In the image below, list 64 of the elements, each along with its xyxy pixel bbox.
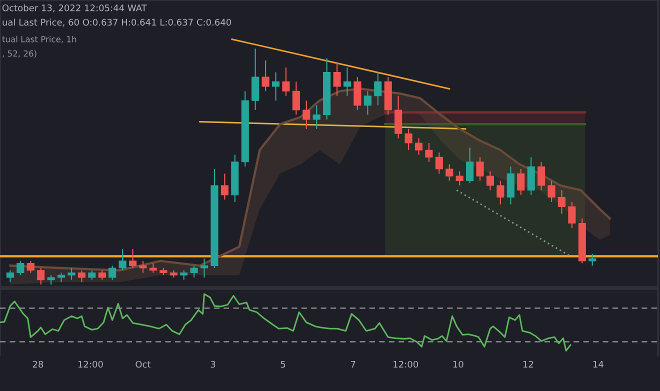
candlestick bbox=[414, 138, 423, 156]
candlestick bbox=[47, 274, 55, 286]
candlestick bbox=[292, 81, 300, 116]
candlestick bbox=[354, 76, 362, 111]
candlestick bbox=[333, 62, 341, 96]
candlestick bbox=[252, 48, 260, 111]
candlestick bbox=[78, 270, 86, 283]
x-tick-label: Oct bbox=[136, 360, 151, 368]
candlestick bbox=[139, 260, 147, 274]
candlestick bbox=[312, 104, 320, 130]
candlestick bbox=[128, 248, 137, 269]
x-tick-label: 12:00 bbox=[394, 360, 418, 368]
candlestick bbox=[200, 258, 208, 278]
candlestick bbox=[68, 267, 76, 280]
x-tick-label: 28 bbox=[32, 360, 44, 368]
annotation: , 52, 26) bbox=[2, 50, 36, 58]
x-tick-label: 14 bbox=[593, 360, 604, 368]
candlestick bbox=[435, 152, 443, 174]
candlestick bbox=[404, 128, 412, 151]
candlestick bbox=[108, 265, 116, 280]
x-tick-label: 3 bbox=[210, 360, 216, 368]
chart-title: October 13, 2022 12:05:44 WAT bbox=[2, 4, 147, 12]
candlestick bbox=[496, 180, 504, 205]
x-tick-label: 10 bbox=[453, 360, 464, 368]
candlestick bbox=[26, 260, 34, 274]
candlestick bbox=[568, 201, 576, 228]
candlestick bbox=[394, 95, 402, 139]
candlestick bbox=[466, 147, 474, 184]
candlestick bbox=[57, 272, 66, 283]
candlestick bbox=[364, 90, 372, 116]
candlestick bbox=[548, 180, 556, 203]
candlestick bbox=[282, 66, 290, 96]
candlestick bbox=[506, 166, 514, 205]
candlestick bbox=[98, 270, 106, 280]
x-tick-label: 5 bbox=[280, 360, 286, 368]
candlestick bbox=[446, 164, 454, 182]
candlestick bbox=[16, 260, 24, 276]
candlestick bbox=[374, 72, 382, 106]
candlestick bbox=[425, 142, 433, 162]
candlestick bbox=[180, 270, 188, 280]
candlestick bbox=[527, 156, 535, 196]
candlestick bbox=[558, 190, 566, 214]
candlestick bbox=[262, 60, 270, 92]
candlestick bbox=[118, 248, 126, 271]
candlestick bbox=[190, 265, 198, 278]
candlestick bbox=[37, 267, 45, 286]
text: tual Last Price, 1h bbox=[2, 36, 76, 44]
candlestick bbox=[88, 270, 96, 280]
candlestick bbox=[486, 170, 494, 191]
candlestick bbox=[538, 161, 546, 191]
x-tick-label: 12 bbox=[523, 360, 534, 368]
candlestick bbox=[272, 72, 280, 102]
candlestick bbox=[149, 262, 157, 274]
x-tick-label: 12:00 bbox=[78, 360, 103, 368]
candlestick bbox=[302, 100, 310, 130]
x-tick-label: 7 bbox=[350, 360, 356, 368]
candlestick bbox=[343, 66, 352, 96]
candlestick bbox=[517, 168, 525, 196]
candlestick bbox=[456, 170, 464, 186]
candlestick bbox=[6, 270, 14, 283]
candlestick bbox=[588, 253, 596, 266]
candlestick bbox=[220, 173, 228, 200]
chart-subtitle: ual Last Price, 60 O:0.637 H:0.641 L:0.637 C:0.640 bbox=[2, 18, 232, 27]
candlestick bbox=[476, 156, 484, 182]
